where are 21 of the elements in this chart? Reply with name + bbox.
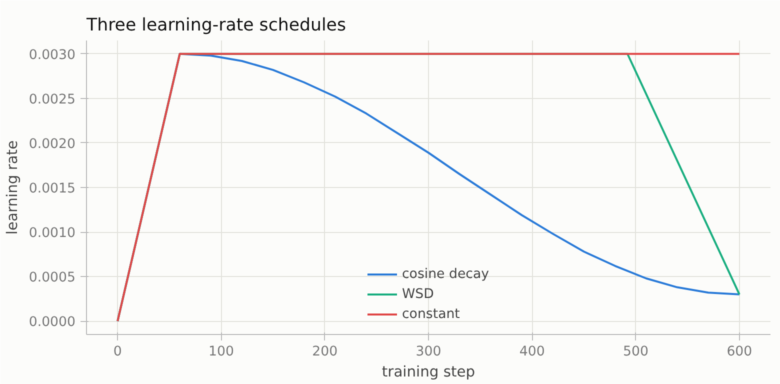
legend-label: WSD — [402, 286, 434, 302]
x-axis-title: training step — [382, 364, 476, 380]
x-tick-label: 300 — [416, 344, 442, 360]
y-tick-label: 0.0005 — [28, 270, 76, 286]
line-series — [116, 52, 740, 322]
chart-title: Three learning-rate schedules — [86, 16, 346, 36]
x-tick-label: 0 — [113, 344, 122, 360]
y-tick-label: 0.0015 — [28, 182, 76, 196]
x-tick-label: 200 — [312, 344, 338, 360]
y-tick-label: 0.0010 — [28, 226, 76, 242]
y-axis-title: learning rate — [4, 140, 21, 235]
x-tick-label: 600 — [726, 344, 752, 360]
y-tick-label: 0.0000 — [28, 315, 76, 330]
x-tick-label: 100 — [208, 344, 234, 360]
x-tick-label: 400 — [519, 344, 545, 360]
x-tick-label: 500 — [623, 344, 649, 360]
legend-label: constant — [402, 306, 460, 322]
y-tick-label: 0.0025 — [28, 92, 76, 108]
y-tick-label: 0.0020 — [28, 136, 76, 152]
legend-label: cosine decay — [402, 266, 490, 282]
y-tick-label: 0.0030 — [28, 48, 76, 63]
